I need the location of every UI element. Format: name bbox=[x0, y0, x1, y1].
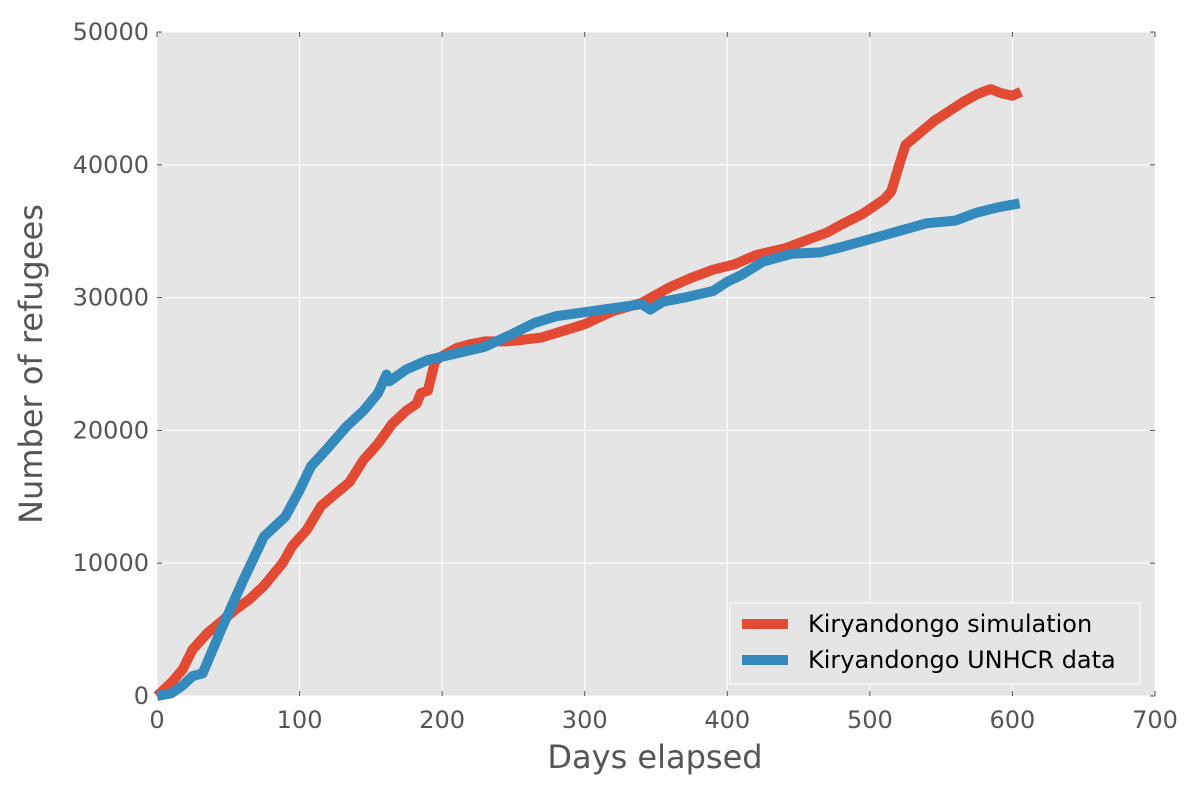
x-tick-label: 0 bbox=[149, 706, 164, 734]
series-lines bbox=[153, 84, 1024, 701]
grid-lines bbox=[156, 31, 1156, 697]
x-axis-label: Days elapsed bbox=[547, 738, 762, 776]
unhcr-data-line bbox=[156, 198, 1021, 701]
x-tick-label: 100 bbox=[277, 706, 323, 734]
y-tick-label: 0 bbox=[134, 682, 149, 710]
legend-label-simulation: Kiryandongo simulation bbox=[808, 610, 1092, 638]
x-tick-label: 200 bbox=[419, 706, 465, 734]
x-tick-label: 400 bbox=[704, 706, 750, 734]
tick-labels: 0 100 200 300 400 500 600 700 0 10000 20000 30000 40… bbox=[73, 18, 1178, 734]
simulation-line bbox=[153, 84, 1024, 700]
y-tick-label: 10000 bbox=[73, 549, 149, 577]
y-axis-label: Number of refugees bbox=[12, 204, 50, 524]
y-tick-label: 30000 bbox=[73, 284, 149, 312]
y-tick-label: 40000 bbox=[73, 151, 149, 179]
x-tick-label: 600 bbox=[990, 706, 1036, 734]
plot-background bbox=[157, 32, 1155, 696]
legend-label-unhcr: Kiryandongo UNHCR data bbox=[808, 646, 1116, 674]
y-tick-label: 20000 bbox=[73, 416, 149, 444]
legend: Kiryandongo simulation Kiryandongo UNHCR… bbox=[729, 602, 1141, 685]
legend-box bbox=[729, 602, 1141, 685]
x-tick-label: 700 bbox=[1132, 706, 1178, 734]
x-tick-label: 500 bbox=[847, 706, 893, 734]
y-tick-label: 50000 bbox=[73, 18, 149, 46]
x-tick-label: 300 bbox=[562, 706, 608, 734]
